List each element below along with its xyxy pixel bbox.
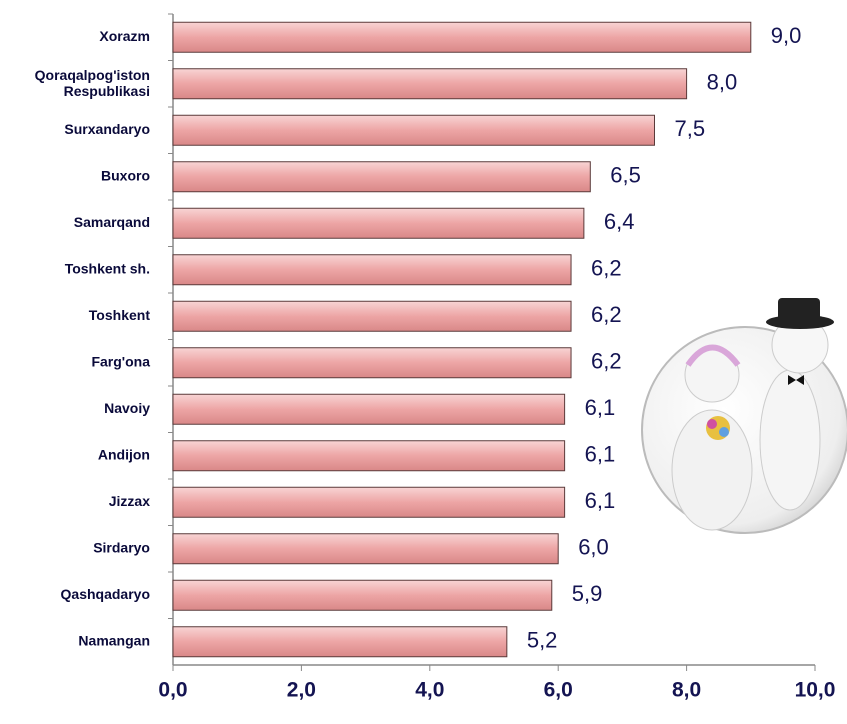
value-label: 6,2 [591, 349, 622, 374]
bar [173, 394, 565, 424]
value-label: 6,0 [578, 535, 609, 560]
category-label: Qashqadaryo [61, 586, 150, 602]
category-label: Buxoro [101, 167, 150, 183]
bar [173, 441, 565, 471]
value-label: 7,5 [675, 116, 706, 141]
value-label: 5,2 [527, 628, 558, 653]
value-label: 6,1 [585, 395, 616, 420]
bar [173, 208, 584, 238]
value-label: 9,0 [771, 23, 802, 48]
bar [173, 162, 590, 192]
category-label: Navoiy [104, 400, 150, 416]
bar [173, 301, 571, 331]
x-tick-label: 10,0 [795, 679, 836, 702]
category-label: Samarqand [74, 214, 150, 230]
x-tick-label: 4,0 [415, 679, 444, 702]
value-label: 6,1 [585, 442, 616, 467]
bar [173, 580, 552, 610]
category-label: Namangan [78, 632, 150, 648]
chart: 0,0 2,0 4,0 6,0 8,0 10,0 Xorazm 9,0 Qoraqalpog'i… [0, 0, 847, 724]
category-label: Toshkent sh. [65, 260, 150, 276]
x-tick-label: 2,0 [287, 679, 316, 702]
category-label: Andijon [98, 446, 150, 462]
value-label: 5,9 [572, 581, 603, 606]
category-label: Toshkent [89, 307, 151, 323]
bar [173, 255, 571, 285]
bar [173, 627, 507, 657]
value-label: 6,1 [585, 488, 616, 513]
value-label: 8,0 [707, 70, 738, 95]
decoration-couple [642, 298, 847, 533]
category-label: Farg'ona [91, 353, 150, 369]
x-tick-label: 6,0 [544, 679, 573, 702]
bar [173, 22, 751, 52]
bar [173, 348, 571, 378]
bar [173, 69, 687, 99]
value-label: 6,4 [604, 209, 635, 234]
value-label: 6,2 [591, 302, 622, 327]
x-tick-label: 8,0 [672, 679, 701, 702]
category-label: Xorazm [99, 28, 150, 44]
category-label: Sirdaryo [93, 539, 150, 555]
bar [173, 115, 655, 145]
category-label: Jizzax [109, 493, 150, 509]
category-label: Surxandaryo [64, 121, 150, 137]
value-label: 6,5 [610, 163, 641, 188]
bar [173, 487, 565, 517]
bar [173, 534, 558, 564]
x-tick-label: 0,0 [158, 679, 187, 702]
value-label: 6,2 [591, 256, 622, 281]
